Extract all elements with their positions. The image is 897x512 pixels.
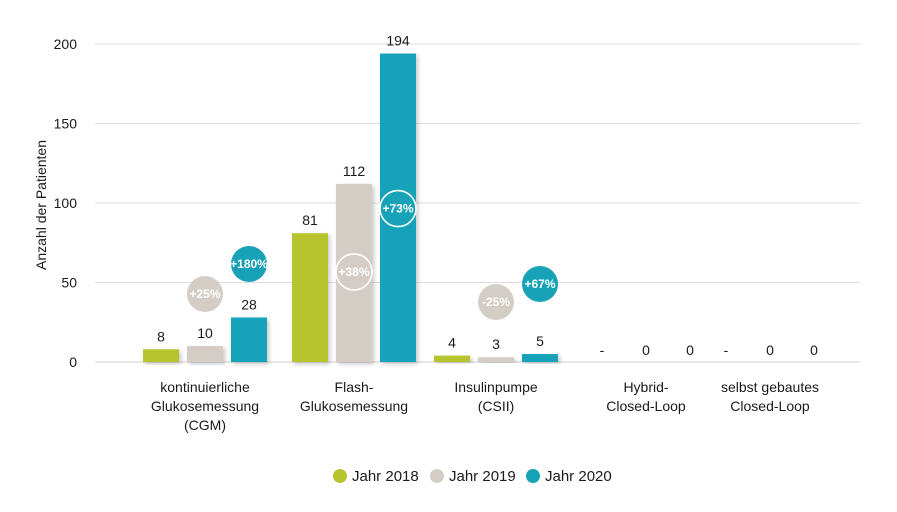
y-axis-title: Anzahl der Patienten <box>33 140 49 270</box>
category-label: Hybrid- <box>623 379 668 395</box>
bar-jahr-2020-0 <box>231 317 267 362</box>
data-label: 0 <box>766 342 774 358</box>
data-label: 3 <box>492 336 500 352</box>
change-badge-text: +180% <box>230 257 268 271</box>
change-badge-circle <box>522 266 558 302</box>
category-label: Glukosemessung <box>151 398 259 414</box>
bar-jahr-2020-2 <box>522 354 558 362</box>
data-label: 28 <box>241 296 257 312</box>
data-label: 194 <box>386 33 410 49</box>
category-label: (CSII) <box>478 398 515 414</box>
category-label: Flash- <box>335 379 374 395</box>
change-badge-circle <box>335 253 373 291</box>
category-label: Closed-Loop <box>730 398 810 414</box>
bar-jahr-2019-0 <box>187 346 223 362</box>
change-badge-text: +67% <box>524 277 555 291</box>
data-label: 0 <box>810 342 818 358</box>
legend-swatch <box>430 469 444 483</box>
data-label: 10 <box>197 325 213 341</box>
legend-label: Jahr 2018 <box>352 468 419 485</box>
y-tick-label: 200 <box>54 36 78 52</box>
data-label: 0 <box>686 342 694 358</box>
category-label: Insulinpumpe <box>454 379 537 395</box>
data-label: 5 <box>536 333 544 349</box>
bar-jahr-2018-0 <box>143 349 179 362</box>
data-label: 4 <box>448 335 456 351</box>
data-label: 8 <box>157 328 165 344</box>
y-tick-label: 150 <box>54 116 78 132</box>
legend-swatch <box>526 469 540 483</box>
legend: Jahr 2018 Jahr 2019 Jahr 2020 <box>333 468 612 485</box>
gridlines <box>95 43 860 363</box>
change-badge-circle <box>379 189 417 228</box>
y-tick-label: 50 <box>61 275 77 291</box>
y-axis-ticks: 0 50 100 150 200 <box>54 36 78 370</box>
change-badge-circle <box>478 284 514 320</box>
legend-label: Jahr 2019 <box>449 468 516 485</box>
data-label: 112 <box>343 163 366 179</box>
category-label: (CGM) <box>184 417 226 433</box>
bar-jahr-2018-2 <box>434 355 470 362</box>
y-tick-label: 100 <box>54 195 78 211</box>
change-badge-text: +25% <box>189 287 220 301</box>
bar-jahr-2018-1 <box>292 233 328 362</box>
category-label: Closed-Loop <box>606 398 686 414</box>
change-badge-circle <box>231 246 267 282</box>
change-badge-text: +73% <box>382 202 413 216</box>
change-badge-circle <box>187 276 223 312</box>
y-tick-label: 0 <box>69 354 77 370</box>
legend-label: Jahr 2020 <box>545 468 612 485</box>
data-label: 81 <box>302 212 318 228</box>
data-label: - <box>724 342 729 358</box>
change-badge-text: +38% <box>338 265 369 279</box>
category-labels: kontinuierliche Glukosemessung (CGM) Flash-… <box>151 379 819 433</box>
category-label: selbst gebautes <box>721 379 819 395</box>
legend-swatch <box>333 469 347 483</box>
data-labels: 8 81 4 - - 10 112 3 0 0 28 194 5 0 0 <box>157 33 818 358</box>
data-label: 0 <box>642 342 650 358</box>
bars <box>143 53 558 362</box>
change-badges: +25% +180% +38% +73% -25% +67% <box>187 189 558 320</box>
category-label: kontinuierliche <box>160 379 250 395</box>
change-badge-text: -25% <box>482 295 510 309</box>
data-label: - <box>600 342 605 358</box>
category-label: Glukosemessung <box>300 398 408 414</box>
bar-jahr-2019-2 <box>478 357 514 362</box>
